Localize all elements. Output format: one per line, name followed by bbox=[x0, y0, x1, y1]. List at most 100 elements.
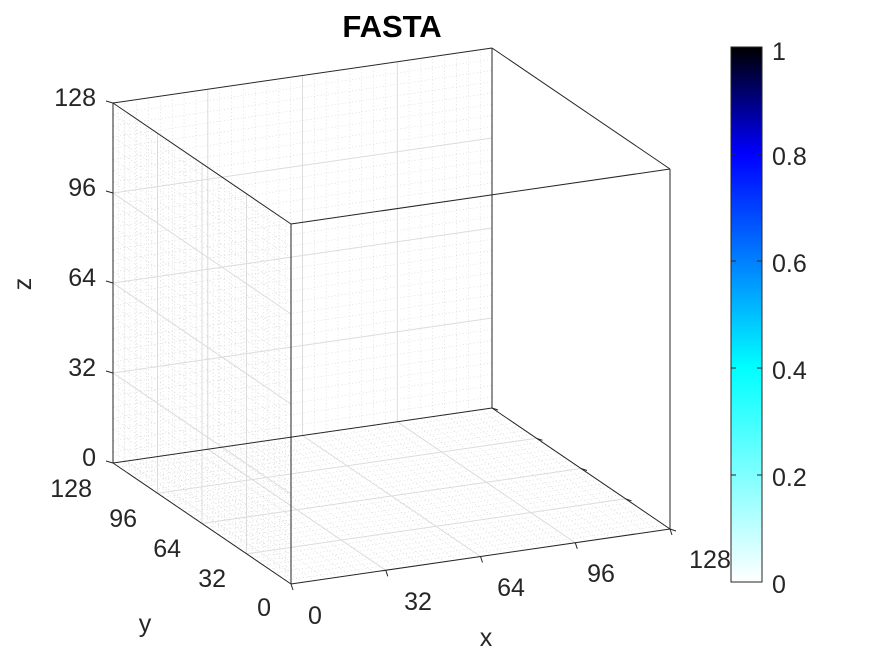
floor-grid-line bbox=[257, 506, 637, 562]
chart-title: FASTA bbox=[342, 9, 441, 44]
floor-grid-line bbox=[285, 524, 665, 581]
floor-grid-line bbox=[124, 415, 504, 471]
floor-grid-line bbox=[196, 464, 576, 520]
floor-grid-line bbox=[195, 450, 375, 573]
y-tick-label: 32 bbox=[198, 565, 226, 593]
x-tick-label: 0 bbox=[308, 602, 322, 630]
z-tick-mark bbox=[105, 190, 114, 194]
back-wall-grid-line bbox=[112, 115, 493, 171]
left-wall-grid-line bbox=[112, 327, 292, 450]
x-axis-label: x bbox=[480, 624, 493, 652]
floor-grid-line bbox=[326, 431, 505, 554]
floor-grid-line bbox=[456, 412, 635, 535]
floor-grid-line bbox=[263, 509, 643, 566]
back-wall-grid-line bbox=[112, 81, 493, 138]
colorbar: 0 0.2 0.4 0.6 0.8 1 bbox=[730, 38, 807, 599]
back-wall-grid-line bbox=[112, 149, 493, 205]
y-tick-label: 128 bbox=[50, 475, 92, 503]
left-wall-grid-line bbox=[112, 170, 292, 292]
floor-grid-line bbox=[229, 487, 609, 543]
axes-box-edge bbox=[112, 462, 292, 585]
left-wall-grid-line bbox=[112, 305, 292, 427]
back-wall-grid-line bbox=[112, 194, 493, 250]
floor-grid-line bbox=[243, 443, 422, 566]
back-wall-grid-line bbox=[112, 104, 493, 160]
floor-grid-line bbox=[168, 445, 548, 502]
x-tick-mark bbox=[669, 528, 673, 536]
back-wall-grid-line bbox=[112, 362, 493, 419]
left-wall-grid-line bbox=[112, 215, 292, 337]
back-wall-grid-line bbox=[112, 306, 493, 363]
colorbar-tick-label: 0 bbox=[772, 571, 786, 599]
floor-grid-line bbox=[124, 461, 303, 583]
floor-grid-line bbox=[136, 459, 315, 581]
z-tick-label: 0 bbox=[82, 444, 96, 472]
back-wall-grid-line bbox=[112, 261, 493, 318]
grid-lines bbox=[112, 49, 665, 583]
floor-grid-line bbox=[183, 452, 363, 574]
floor-grid-line bbox=[266, 440, 446, 562]
x-tick-labels: 0 32 64 96 128 bbox=[308, 546, 731, 630]
back-wall-grid-line bbox=[112, 137, 493, 194]
left-wall-grid-line bbox=[112, 271, 292, 394]
floor-grid-line bbox=[174, 449, 554, 505]
floor-grid-line bbox=[274, 517, 654, 573]
left-wall-grid-line bbox=[112, 294, 292, 416]
floor-grid-line bbox=[213, 475, 593, 532]
floor-grid-line bbox=[140, 426, 520, 483]
back-wall-grid-line bbox=[112, 171, 493, 228]
back-wall-grid-line bbox=[112, 329, 493, 385]
floor-grid-line bbox=[190, 460, 570, 517]
floor-grid-line bbox=[201, 468, 582, 524]
z-tick-mark bbox=[105, 460, 114, 464]
floor-grid-line bbox=[179, 453, 559, 509]
floor-grid-line bbox=[207, 472, 587, 528]
back-wall-grid-line bbox=[112, 385, 493, 441]
left-wall-grid-line bbox=[112, 429, 292, 551]
floor-grid-line bbox=[160, 455, 339, 578]
floor-grid-line bbox=[337, 430, 517, 552]
left-wall-grid-line bbox=[112, 181, 292, 304]
floor-grid-line bbox=[157, 437, 537, 494]
x-tick-label: 64 bbox=[497, 574, 525, 602]
floor-grid-line bbox=[224, 483, 604, 539]
left-wall-grid-line bbox=[112, 395, 292, 517]
left-wall-grid-line bbox=[112, 249, 292, 371]
floor-grid-line bbox=[361, 426, 540, 549]
colorbar-tick-label: 0.6 bbox=[772, 250, 807, 278]
axes-box-edge bbox=[491, 47, 671, 170]
y-tick-label: 0 bbox=[257, 594, 271, 622]
z-tick-labels: 0 32 64 96 128 bbox=[54, 84, 96, 472]
back-wall-grid-line bbox=[112, 216, 493, 273]
back-wall-grid-line bbox=[112, 182, 493, 239]
left-wall-grid-line bbox=[112, 316, 292, 439]
floor-grid-line bbox=[118, 411, 498, 468]
floor-grid-line bbox=[290, 436, 469, 559]
y-tick-label: 96 bbox=[109, 505, 137, 533]
left-wall-grid-line bbox=[112, 282, 292, 405]
floor-grid-line bbox=[129, 419, 509, 475]
back-wall-grid-line bbox=[112, 239, 493, 295]
colorbar-tick-marks bbox=[731, 46, 762, 583]
back-wall-grid-line bbox=[112, 227, 493, 284]
z-tick-mark bbox=[105, 370, 114, 374]
floor-grid-line bbox=[420, 418, 600, 540]
left-wall-grid-line bbox=[112, 260, 292, 382]
z-tick-label: 128 bbox=[54, 84, 96, 112]
floor-grid-line bbox=[444, 414, 623, 537]
floor-grid-line bbox=[151, 434, 531, 490]
colorbar-tick-label: 1 bbox=[772, 38, 786, 66]
z-tick-label: 96 bbox=[68, 174, 96, 202]
left-wall-grid-line bbox=[112, 136, 292, 259]
colorbar-tick-label: 0.4 bbox=[772, 357, 807, 385]
back-wall-grid-line bbox=[112, 126, 493, 183]
x-tick-label: 96 bbox=[587, 560, 615, 588]
floor-grid-line bbox=[397, 421, 576, 544]
left-wall-grid-line bbox=[112, 417, 292, 540]
left-wall-grid-line bbox=[112, 440, 292, 562]
back-wall-grid-line bbox=[112, 205, 493, 261]
x-tick-mark bbox=[385, 570, 389, 577]
left-wall-grid-line bbox=[112, 204, 292, 326]
back-wall-grid-line bbox=[112, 250, 493, 306]
